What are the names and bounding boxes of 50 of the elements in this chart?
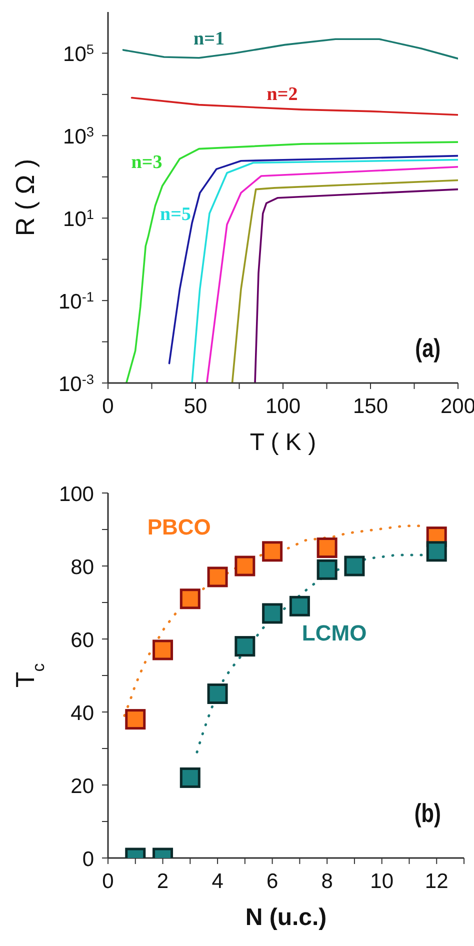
point (262, 541, 283, 562)
x-tick-label: 100 (265, 395, 301, 418)
point (180, 767, 200, 788)
x-tick-label: 0 (102, 870, 114, 893)
point (289, 596, 310, 616)
point (180, 588, 200, 610)
x-tick-label: 6 (266, 870, 278, 893)
x-axis-title: N (u.c.) (245, 904, 327, 931)
y-tick-label: 20 (70, 775, 94, 798)
y-tick-label: 10$^{-3}$ (58, 372, 94, 396)
point (426, 541, 447, 562)
x-tick-label: 10 (370, 870, 394, 893)
x-tick-label: 0 (102, 395, 114, 418)
point (316, 559, 338, 580)
x-tick-label: 4 (212, 870, 224, 893)
x-tick-label: 8 (321, 870, 333, 893)
point (234, 636, 256, 657)
y-tick-label: 10$^{-1}$ (58, 289, 94, 314)
x-axis-title: T ( K ) (250, 429, 316, 456)
line-series (196, 554, 426, 754)
point (152, 640, 174, 660)
point (234, 556, 256, 576)
x-tick-label: 12 (424, 870, 448, 893)
x-tick-label: 150 (352, 395, 388, 418)
y-tick-label: 40 (70, 702, 94, 725)
point (344, 556, 365, 576)
y-tick-label: 10$^{1}$ (63, 206, 94, 232)
line-series (125, 141, 458, 383)
series-label: PBCO (147, 514, 211, 540)
point (207, 684, 228, 704)
point (262, 603, 283, 624)
y-tick-label: 60 (70, 629, 94, 652)
series-label: n=1 (194, 28, 224, 50)
point (207, 566, 228, 588)
series-label: LCMO (302, 620, 367, 646)
series-label: n=5 (160, 204, 191, 225)
y-tick-label: 0 (82, 848, 94, 871)
y-tick-label: 100 (58, 483, 94, 506)
y-axis-title: R ( Ω ) (10, 158, 40, 236)
annotation: (b) (414, 798, 441, 829)
y-tick-label: 10$^{3}$ (63, 124, 94, 149)
y-tick-label: 10$^{5}$ (63, 42, 94, 66)
point (316, 538, 338, 558)
y-tick-label: 80 (70, 556, 94, 579)
x-tick-label: 2 (156, 870, 169, 893)
annotation: (a) (415, 333, 441, 364)
series-label: n=3 (131, 152, 162, 174)
series-label: n=2 (266, 84, 298, 105)
point (125, 709, 146, 730)
x-tick-label: 50 (184, 395, 208, 418)
